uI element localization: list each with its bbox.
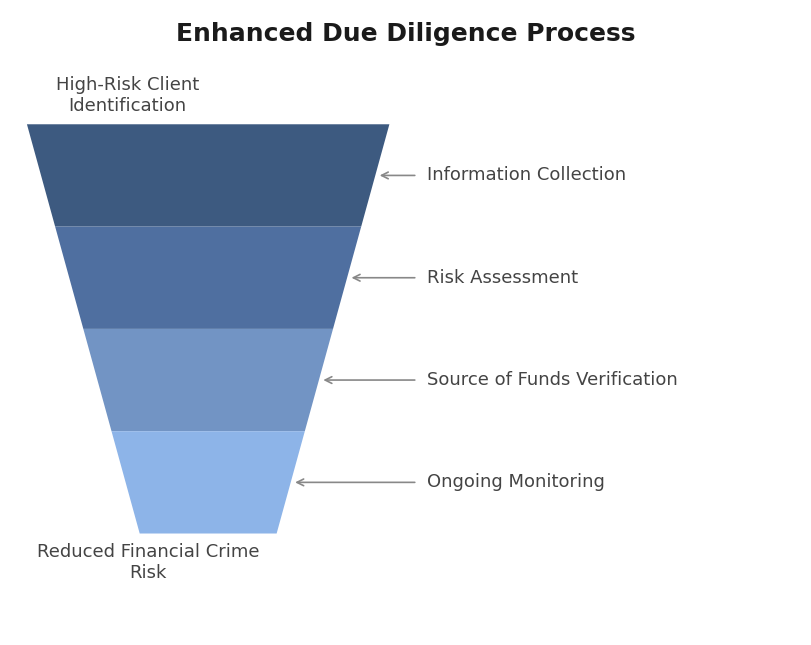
Polygon shape (27, 124, 389, 226)
Polygon shape (112, 432, 305, 533)
Text: Enhanced Due Diligence Process: Enhanced Due Diligence Process (176, 22, 635, 46)
Text: Ongoing Monitoring: Ongoing Monitoring (427, 473, 605, 491)
Text: Reduced Financial Crime
Risk: Reduced Financial Crime Risk (36, 543, 259, 582)
Polygon shape (84, 329, 333, 432)
Text: Source of Funds Verification: Source of Funds Verification (427, 371, 678, 389)
Text: High-Risk Client
Identification: High-Risk Client Identification (56, 76, 200, 115)
Polygon shape (55, 226, 361, 329)
Text: Information Collection: Information Collection (427, 166, 626, 184)
Text: Risk Assessment: Risk Assessment (427, 269, 578, 287)
